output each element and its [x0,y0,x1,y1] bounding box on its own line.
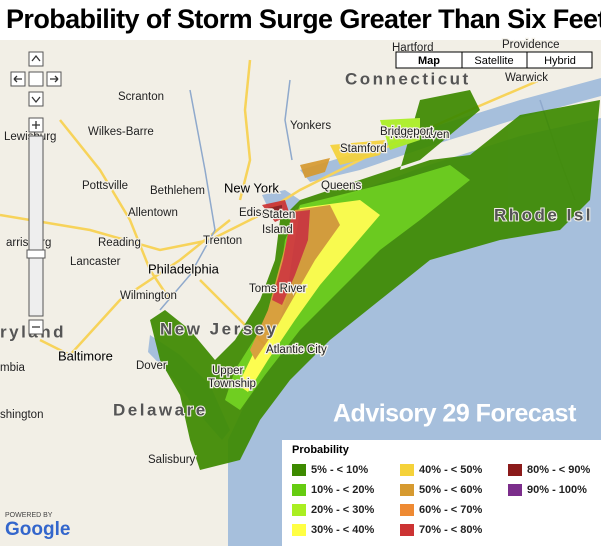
surge-zone [330,140,385,165]
legend-label: 60% - < 70% [419,504,483,516]
surge-zone [268,205,282,216]
glyph [13,54,59,328]
legend: Probability 5% - < 10% 10% - < 20% 20% - <… [282,440,601,546]
place-label: Reading [98,237,141,249]
legend-label: 80% - < 90% [527,464,591,476]
place-label: Stamford [340,143,387,155]
place-label: mbia [0,362,26,374]
place-label: Trenton [203,235,242,247]
place-label: Toms River [249,283,307,295]
place-label: Pottsville [82,180,128,192]
place-label: New Jersey [160,319,279,338]
place-label: Providence [502,39,560,51]
place-label: Scranton [118,91,164,103]
place-label: Lancaster [70,256,121,268]
legend-swatch [400,504,414,516]
place-label: Island [262,224,293,236]
legend-swatch [292,504,306,516]
place-label: Baltimore [58,348,113,363]
surge-zone [238,200,380,392]
river [284,79,293,161]
place-label: shington [0,409,43,421]
pan-center[interactable] [28,71,44,87]
legend-label: 10% - < 20% [311,484,375,496]
place-label: New Haven [390,129,449,141]
map-type-frame [395,51,593,69]
map-button[interactable]: Map [418,55,440,67]
legend-box [282,440,601,546]
legend-swatch [400,524,414,536]
legend-swatch [292,524,306,536]
place-label: Allentown [128,207,178,219]
surge-zone [225,165,470,410]
surge-zone [300,158,330,178]
place-label: Staten [262,209,295,221]
surge-zone [272,210,310,305]
satellite-button[interactable]: Satellite [474,55,513,67]
legend-label: 20% - < 30% [311,504,375,516]
place-label: Edison [239,207,274,219]
place-label: Rhode Isl [494,205,593,224]
legend-label: 70% - < 80% [419,524,483,536]
legend-swatch [400,464,414,476]
legend-swatch [292,464,306,476]
place-label: Dover [136,360,167,372]
place-label: Bridgeport [380,126,434,138]
legend-label: 50% - < 60% [419,484,483,496]
legend-swatch [508,484,522,496]
legend-swatch [400,484,414,496]
place-label: Delaware [113,400,208,419]
attribution: POWERED BY Google [5,512,70,540]
legend-swatch [292,484,306,496]
place-label: Township [208,378,256,390]
powered-by: POWERED BY [5,512,53,519]
place-label: Yonkers [290,120,331,132]
legend-label: 40% - < 50% [419,464,483,476]
zoom-handle[interactable] [26,249,46,259]
overlay-label: Advisory 29 Forecast [333,400,577,428]
place-label: Connecticut [345,69,471,88]
zoom-slider[interactable] [28,135,44,317]
road [238,59,252,201]
place-label: Salisbury [148,454,196,466]
nav-glyphs [13,54,59,328]
surge-zones [150,90,600,470]
pan-down[interactable] [28,91,44,107]
road [39,219,231,357]
place-label: New York [224,180,279,195]
place-label: Wilmington [120,290,177,302]
map-type-control: Map Satellite Hybrid [395,51,593,69]
place-label: Warwick [505,72,548,84]
pan-up[interactable] [28,51,44,67]
place-label: Bethlehem [150,185,205,197]
surge-zone [380,118,420,150]
legend-label: 5% - < 10% [311,464,368,476]
place-label: Upper [212,365,243,377]
title: Probability of Storm Surge Greater Than … [6,4,601,34]
surge-zone [250,205,340,360]
place-label: Queens [321,180,362,192]
brand: Google [5,519,70,540]
place-label: Wilkes-Barre [88,126,154,138]
road [59,119,172,301]
hybrid-button[interactable]: Hybrid [544,55,576,67]
legend-items: 5% - < 10% 10% - < 20% 20% - < 30% 30% - < … [292,464,591,536]
title-bar [0,0,601,40]
legend-swatch [508,464,522,476]
legend-label: 30% - < 40% [311,524,375,536]
legend-title: Probability [292,444,350,456]
place-label: Atlantic City [266,344,327,356]
river [159,89,216,311]
legend-label: 90% - 100% [527,484,587,496]
place-label: Philadelphia [148,261,220,276]
